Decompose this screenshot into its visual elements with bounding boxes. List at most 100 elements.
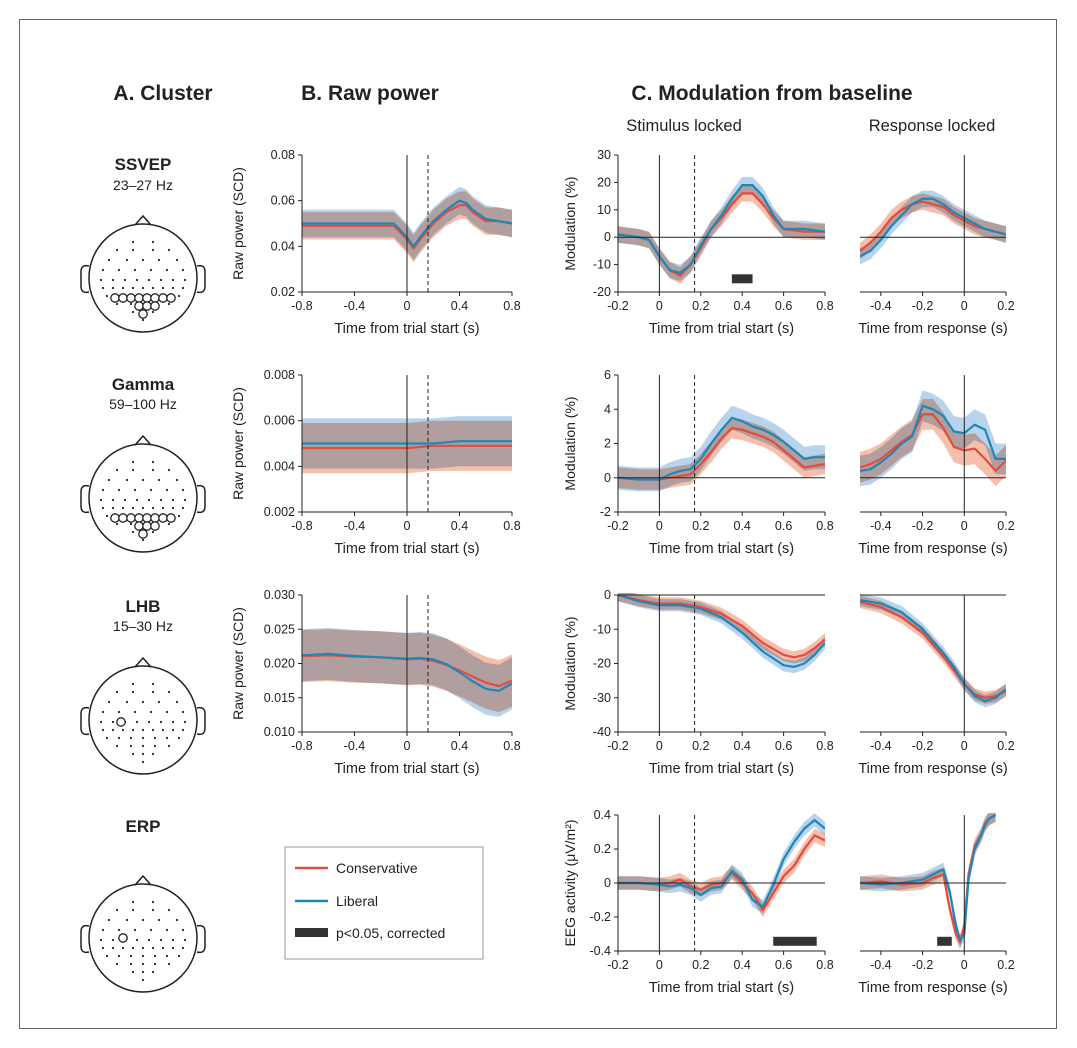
y-tick-label: 0: [604, 230, 611, 244]
legend-label-significance: p<0.05, corrected: [336, 925, 445, 941]
electrode-dot: [157, 918, 161, 922]
series-line-liberal: [860, 599, 1006, 703]
scalp-nose: [134, 656, 152, 668]
x-tick-label: -0.8: [291, 299, 313, 313]
electrode-dot: [117, 710, 121, 714]
electrode-dot: [101, 268, 105, 272]
electrode-dot: [165, 736, 169, 740]
electrode-dot: [141, 970, 145, 974]
electrode-dot: [135, 498, 139, 502]
electrode-dot: [167, 962, 171, 966]
electrode-dot: [141, 752, 145, 756]
electrode-dot: [131, 728, 135, 732]
band-liberal: [618, 405, 825, 492]
electrode-dot: [115, 962, 119, 966]
electrode-dot: [181, 506, 185, 510]
x-tick-label: 0.8: [503, 739, 520, 753]
y-tick-label: -0.4: [589, 944, 611, 958]
chart-ssvep_raw: -0.8 -0.4 0 0.4 0.8 0.02 0.04 0.06 0.08 Time from…: [230, 148, 521, 337]
electrode-dot: [153, 954, 157, 958]
y-tick-label: 0.030: [264, 588, 295, 602]
scalp-nose: [134, 434, 152, 446]
electrode-dot: [111, 498, 115, 502]
electrode-dot: [129, 522, 133, 526]
electrode-dot: [171, 278, 175, 282]
electrode-dot: [151, 682, 155, 686]
legend-swatch-significance: [295, 928, 328, 937]
electrode-dot: [115, 522, 119, 526]
y-tick-label: 0.015: [264, 691, 295, 705]
electrode-dot: [167, 302, 171, 306]
electrode-dot: [99, 278, 103, 282]
electrode-dot: [171, 728, 175, 732]
electrode-dot: [181, 286, 185, 290]
chart-gamma_raw: -0.8 -0.4 0 0.4 0.8 0.002 0.004 0.006 0.008 Time …: [230, 368, 521, 557]
electrode-dot: [99, 720, 103, 724]
x-tick-label: 0: [656, 958, 663, 972]
band-conservative: [860, 399, 1006, 487]
x-axis-label: Time from response (s): [858, 541, 1007, 557]
electrode-dot: [117, 928, 121, 932]
electrode-dot: [141, 700, 145, 704]
chart-lhb_raw: -0.8 -0.4 0 0.4 0.8 0.010 0.015 0.020 0.025 0.030…: [230, 588, 521, 777]
y-tick-label: 0: [604, 588, 611, 602]
y-tick-label: 0.025: [264, 622, 295, 636]
electrode-dot: [181, 928, 185, 932]
y-tick-label: 0.006: [264, 414, 295, 428]
cluster-band-lhb: 15–30 Hz: [113, 618, 173, 634]
electrode-dot: [149, 928, 153, 932]
cluster-name-ssvep: SSVEP: [115, 155, 172, 174]
x-tick-label: -0.2: [607, 958, 629, 972]
electrode-dot: [141, 286, 145, 290]
chart-plot-area: [860, 813, 997, 950]
figure-canvas: A. Cluster B. Raw power C. Modulation fr…: [80, 82, 1015, 996]
electrode-dot: [111, 720, 115, 724]
electrode-dot: [161, 506, 165, 510]
x-tick-label: -0.8: [291, 519, 313, 533]
y-tick-label: -40: [593, 725, 611, 739]
electrode-dot: [153, 962, 157, 966]
electrode-dot: [157, 478, 161, 482]
electrode-dot: [121, 728, 125, 732]
electrode-dot: [147, 278, 151, 282]
electrode-dot: [151, 248, 155, 252]
electrode-dot: [111, 938, 115, 942]
cluster-electrode: [118, 513, 128, 523]
x-tick-label: 0: [961, 739, 968, 753]
x-tick-label: 0.8: [816, 958, 833, 972]
x-tick-label: 0.4: [734, 299, 751, 313]
x-axis-label: Time from trial start (s): [649, 321, 794, 337]
header-cluster: A. Cluster: [113, 82, 212, 105]
electrode-dot: [131, 468, 135, 472]
cluster-electrode: [110, 513, 120, 523]
x-tick-label: 0: [656, 519, 663, 533]
x-tick-label: -0.2: [607, 519, 629, 533]
band-liberal: [618, 593, 825, 674]
electrode-dot: [181, 488, 185, 492]
electrode-dot: [147, 498, 151, 502]
cluster-band-ssvep: 23–27 Hz: [113, 177, 173, 193]
electrode-dot: [165, 928, 169, 932]
electrode-dot: [167, 248, 171, 252]
electrode-dot: [131, 460, 135, 464]
chart-lhb_resp: -0.4 -0.2 0 0.2 Time from response (s): [858, 594, 1015, 777]
chart-plot-area: [618, 813, 825, 917]
x-tick-label: 0: [961, 299, 968, 313]
cluster-name-gamma: Gamma: [112, 375, 175, 394]
electrode-dot: [159, 938, 163, 942]
electrode-dot: [141, 728, 145, 732]
scalp-outline: [88, 665, 198, 775]
electrode-dot: [141, 538, 145, 542]
electrode-dot: [171, 498, 175, 502]
x-tick-label: 0: [404, 519, 411, 533]
band-liberal: [618, 813, 825, 914]
cluster-electrode: [118, 293, 128, 303]
electrode-dot: [159, 278, 163, 282]
y-tick-label: -10: [593, 622, 611, 636]
x-axis-label: Time from response (s): [858, 980, 1007, 996]
y-tick-label: -30: [593, 691, 611, 705]
cluster-electrode: [166, 513, 176, 523]
y-tick-label: -20: [593, 285, 611, 299]
scalp-map: [80, 874, 206, 993]
x-axis-label: Time from response (s): [858, 761, 1007, 777]
